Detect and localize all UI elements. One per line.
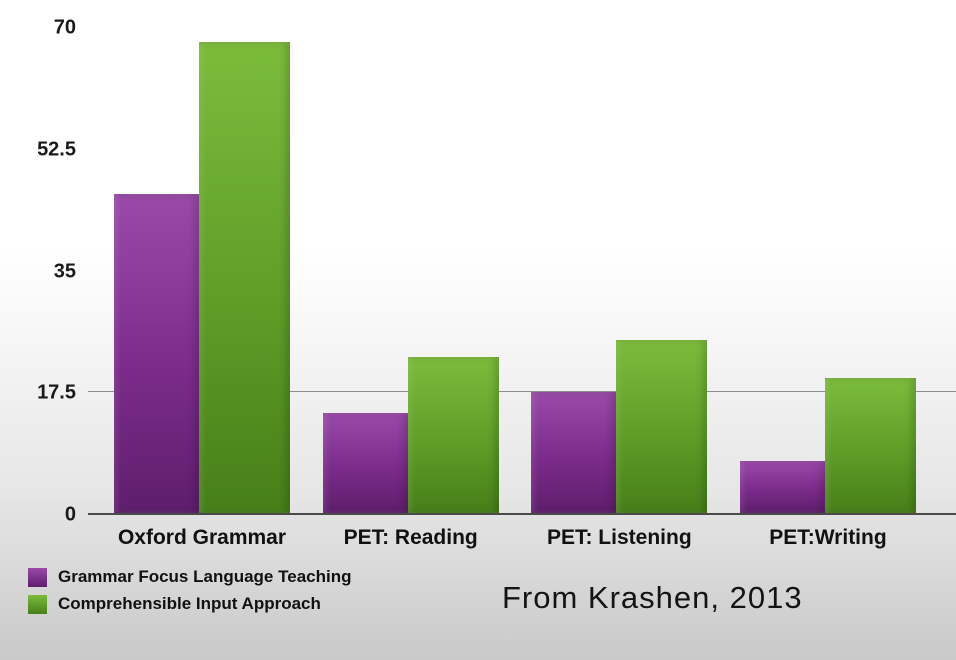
bar-comprehensible-input bbox=[407, 357, 499, 513]
plot-area bbox=[88, 28, 956, 515]
y-axis: 0 17.5 35 52.5 70 bbox=[0, 17, 88, 526]
bar-comprehensible-input bbox=[616, 339, 708, 513]
y-tick-label: 0 bbox=[64, 503, 76, 526]
bar-group bbox=[322, 28, 499, 513]
bar-group bbox=[739, 28, 916, 513]
x-axis-labels: Oxford Grammar PET: Reading PET: Listening… bbox=[88, 515, 956, 561]
legend: Grammar Focus Language Teaching Comprehen… bbox=[28, 567, 351, 614]
bar-grammar-focus bbox=[322, 412, 408, 513]
x-axis-label: PET: Listening bbox=[546, 526, 692, 549]
bar-comprehensible-input bbox=[199, 41, 290, 513]
x-axis-label: Oxford Grammar bbox=[117, 526, 287, 549]
legend-label: Grammar Focus Language Teaching bbox=[58, 567, 352, 586]
bar-grammar-focus bbox=[531, 391, 617, 513]
legend-item: Comprehensible Input Approach bbox=[28, 594, 351, 614]
legend-swatch-purple bbox=[28, 567, 47, 587]
bar-grammar-focus bbox=[739, 461, 825, 513]
y-tick-label: 52.5 bbox=[37, 138, 76, 161]
legend-label: Comprehensible Input Approach bbox=[58, 594, 321, 613]
x-axis-label: PET:Writing bbox=[769, 526, 887, 549]
gridline bbox=[88, 390, 956, 392]
source-text: From Krashen, 2013 bbox=[502, 580, 803, 615]
x-axis-label: PET: Reading bbox=[343, 526, 478, 549]
bar-group bbox=[114, 28, 290, 513]
bar-comprehensible-input bbox=[824, 377, 916, 513]
bar-group bbox=[531, 28, 708, 513]
y-tick-label: 17.5 bbox=[37, 381, 76, 404]
bar-chart: 0 17.5 35 52.5 70 Oxford Grammar PET: Reading… bbox=[0, 17, 956, 561]
legend-item: Grammar Focus Language Teaching bbox=[28, 567, 351, 587]
legend-swatch-green bbox=[28, 594, 47, 614]
y-tick-label: 35 bbox=[53, 260, 76, 282]
y-tick-label: 70 bbox=[53, 16, 76, 39]
bar-grammar-focus bbox=[114, 194, 199, 513]
